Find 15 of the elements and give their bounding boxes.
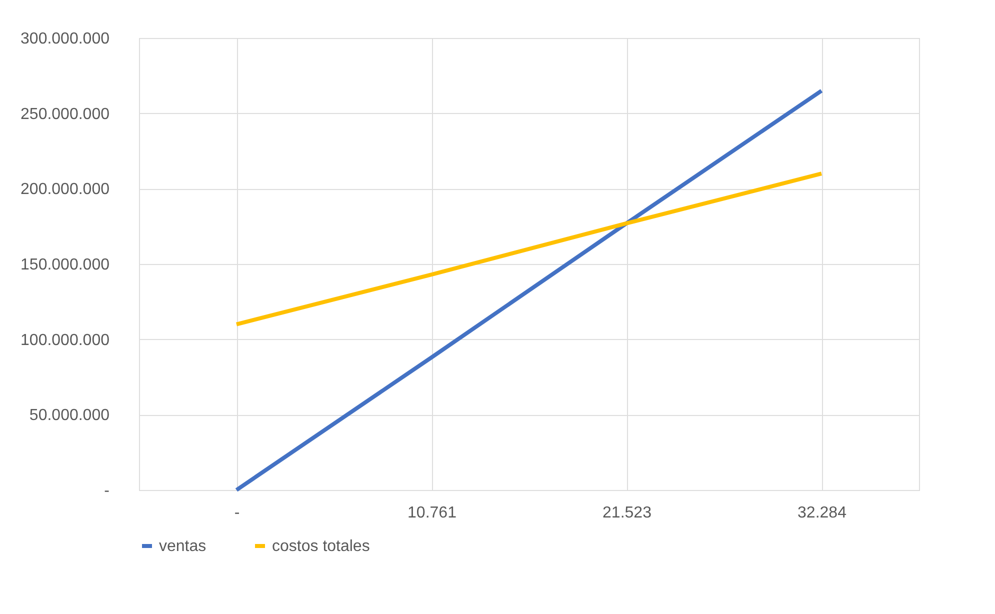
y-tick-label: 50.000.000 xyxy=(29,407,110,424)
legend-label: costos totales xyxy=(272,538,370,555)
y-tick-label: 300.000.000 xyxy=(20,30,110,48)
x-tick-label: 10.761 xyxy=(408,504,457,522)
x-tick-label: 21.523 xyxy=(602,504,652,522)
x-tick-label: - xyxy=(234,504,240,522)
y-tick-label: - xyxy=(104,482,110,500)
y-tick-label: 150.000.000 xyxy=(20,256,110,274)
y-tick-label: 100.000.000 xyxy=(20,332,110,349)
legend-label: ventas xyxy=(159,538,206,555)
line-series xyxy=(234,172,824,326)
line-series xyxy=(234,88,824,492)
x-tick-label: 32.284 xyxy=(798,504,847,522)
y-tick-label: 250.000.000 xyxy=(20,106,110,123)
y-tick-label: 200.000.000 xyxy=(20,181,110,198)
